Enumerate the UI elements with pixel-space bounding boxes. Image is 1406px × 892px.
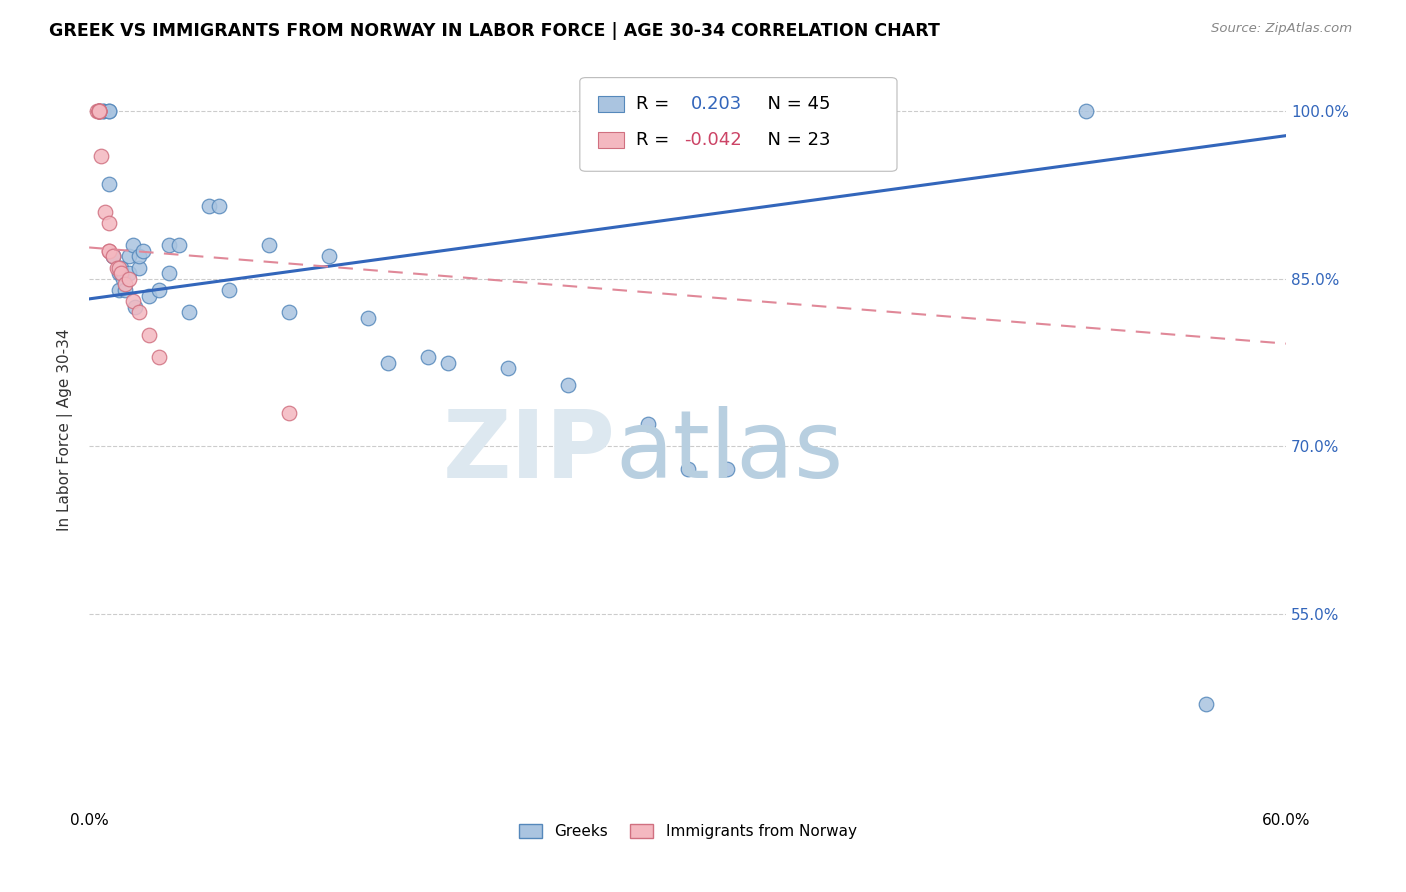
Point bbox=[157, 238, 180, 252]
Point bbox=[98, 216, 121, 230]
Point bbox=[177, 305, 200, 319]
Point bbox=[89, 103, 111, 118]
Point bbox=[198, 199, 221, 213]
Point bbox=[128, 260, 150, 275]
Point bbox=[86, 103, 108, 118]
Text: GREEK VS IMMIGRANTS FROM NORWAY IN LABOR FORCE | AGE 30-34 CORRELATION CHART: GREEK VS IMMIGRANTS FROM NORWAY IN LABOR… bbox=[49, 22, 941, 40]
Point bbox=[418, 350, 440, 364]
Point bbox=[94, 204, 117, 219]
Point bbox=[89, 103, 111, 118]
Text: Source: ZipAtlas.com: Source: ZipAtlas.com bbox=[1212, 22, 1353, 36]
Point bbox=[557, 378, 579, 392]
Text: N = 23: N = 23 bbox=[756, 131, 831, 149]
Point bbox=[112, 272, 135, 286]
Text: R =: R = bbox=[636, 95, 681, 112]
Point bbox=[148, 350, 170, 364]
Point bbox=[124, 300, 146, 314]
Point bbox=[118, 266, 141, 280]
Point bbox=[108, 260, 131, 275]
Point bbox=[716, 462, 738, 476]
Point bbox=[89, 103, 111, 118]
Point bbox=[114, 283, 136, 297]
Point bbox=[105, 260, 128, 275]
Point bbox=[91, 103, 114, 118]
Point bbox=[637, 417, 659, 431]
Point bbox=[118, 249, 141, 263]
Point bbox=[98, 103, 121, 118]
Y-axis label: In Labor Force | Age 30-34: In Labor Force | Age 30-34 bbox=[58, 328, 73, 531]
Point bbox=[108, 283, 131, 297]
Point bbox=[167, 238, 190, 252]
Point bbox=[357, 310, 380, 325]
FancyBboxPatch shape bbox=[579, 78, 897, 171]
Point bbox=[148, 283, 170, 297]
Point bbox=[118, 272, 141, 286]
Point bbox=[89, 103, 111, 118]
Point bbox=[1076, 103, 1098, 118]
Point bbox=[138, 327, 160, 342]
Text: -0.042: -0.042 bbox=[683, 131, 742, 149]
Point bbox=[208, 199, 231, 213]
Point bbox=[128, 305, 150, 319]
Point bbox=[132, 244, 155, 258]
Point bbox=[110, 260, 132, 275]
Point bbox=[318, 249, 340, 263]
Point bbox=[89, 103, 111, 118]
Text: 0.203: 0.203 bbox=[692, 95, 742, 112]
Point bbox=[89, 103, 111, 118]
Point bbox=[108, 266, 131, 280]
Point bbox=[218, 283, 240, 297]
Legend: Greeks, Immigrants from Norway: Greeks, Immigrants from Norway bbox=[512, 818, 863, 846]
Point bbox=[138, 288, 160, 302]
Point bbox=[257, 238, 280, 252]
FancyBboxPatch shape bbox=[598, 95, 624, 112]
Text: N = 45: N = 45 bbox=[756, 95, 831, 112]
Text: R =: R = bbox=[636, 131, 675, 149]
Point bbox=[110, 266, 132, 280]
Point bbox=[277, 305, 299, 319]
Point bbox=[114, 277, 136, 292]
Point bbox=[89, 103, 111, 118]
FancyBboxPatch shape bbox=[598, 131, 624, 148]
Point bbox=[437, 356, 460, 370]
Point bbox=[101, 249, 124, 263]
Point bbox=[98, 103, 121, 118]
Point bbox=[122, 294, 145, 309]
Point bbox=[108, 260, 131, 275]
Point bbox=[377, 356, 399, 370]
Point bbox=[1195, 697, 1218, 711]
Point bbox=[122, 238, 145, 252]
Point bbox=[91, 103, 114, 118]
Point bbox=[676, 462, 699, 476]
Text: ZIP: ZIP bbox=[443, 406, 616, 499]
Point bbox=[98, 244, 121, 258]
Point bbox=[496, 361, 519, 376]
Text: atlas: atlas bbox=[616, 406, 844, 499]
Point bbox=[157, 266, 180, 280]
Point bbox=[128, 249, 150, 263]
Point bbox=[98, 244, 121, 258]
Point bbox=[98, 177, 121, 191]
Point bbox=[110, 266, 132, 280]
Point bbox=[101, 249, 124, 263]
Point bbox=[90, 149, 112, 163]
Point bbox=[277, 406, 299, 420]
Point bbox=[101, 249, 124, 263]
